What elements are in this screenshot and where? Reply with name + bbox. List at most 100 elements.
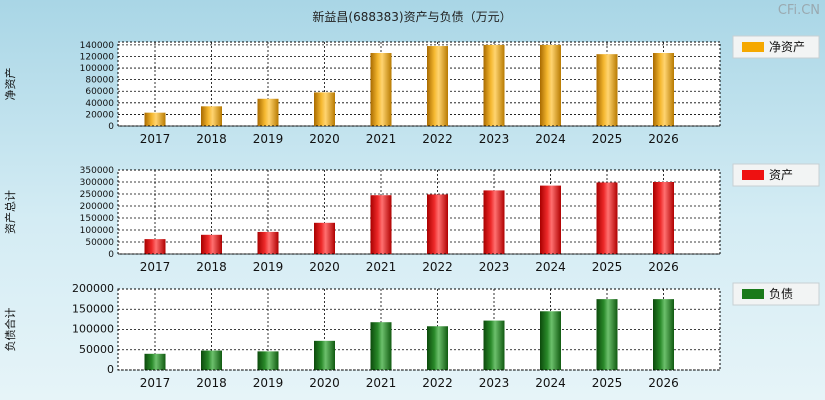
bar-2026 bbox=[653, 53, 674, 126]
bar-2021 bbox=[370, 53, 392, 126]
x-tick-label: 2026 bbox=[648, 260, 679, 274]
x-tick-label: 2023 bbox=[479, 132, 510, 146]
x-tick-label: 2017 bbox=[140, 376, 171, 390]
y-tick-label: 50000 bbox=[79, 343, 114, 356]
y-tick-label: 120000 bbox=[80, 52, 115, 62]
bar-2023 bbox=[483, 320, 505, 370]
y-tick-label: 60000 bbox=[85, 87, 114, 97]
bar-2020 bbox=[314, 340, 335, 370]
plot-frame bbox=[117, 169, 721, 255]
x-tick-label: 2020 bbox=[309, 260, 340, 274]
x-tick-label: 2021 bbox=[366, 132, 397, 146]
x-tick-label: 2018 bbox=[196, 376, 227, 390]
y-tick-label: 100000 bbox=[80, 64, 115, 74]
chart-title: 新益昌(688383)资产与负债（万元） bbox=[312, 9, 511, 24]
chart-panel-3: 0 50000 100000 150000 200000 2017 2018 2019 2020… bbox=[3, 282, 820, 390]
x-tick-label: 2022 bbox=[422, 376, 453, 390]
y-tick-label: 250000 bbox=[80, 190, 115, 200]
x-tick-label: 2022 bbox=[422, 132, 453, 146]
chart-panel-2: 0 50000 100000 150000 200000 250000 300000 3500… bbox=[3, 163, 820, 274]
y-tick-label: 100000 bbox=[80, 226, 115, 236]
y-axis-label: 净资产 bbox=[3, 68, 17, 101]
bar-2021 bbox=[370, 195, 392, 254]
x-tick-label: 2024 bbox=[535, 376, 566, 390]
y-tick-label: 0 bbox=[107, 363, 114, 376]
bar-2025 bbox=[596, 182, 618, 254]
x-tick-label: 2025 bbox=[592, 376, 623, 390]
y-tick-label: 150000 bbox=[72, 302, 114, 315]
bar-2019 bbox=[257, 351, 279, 370]
bar-2025 bbox=[596, 54, 618, 127]
x-tick-label: 2022 bbox=[422, 260, 453, 274]
y-tick-label: 40000 bbox=[85, 99, 114, 109]
bar-2022 bbox=[427, 46, 448, 126]
y-axis-label: 资产总计 bbox=[3, 190, 17, 234]
y-tick-label: 350000 bbox=[80, 166, 115, 176]
bar-2020 bbox=[314, 222, 335, 254]
x-tick-label: 2018 bbox=[196, 260, 227, 274]
y-tick-label: 0 bbox=[108, 122, 114, 132]
bar-2017 bbox=[144, 239, 166, 254]
x-tick-label: 2026 bbox=[648, 376, 679, 390]
x-tick-label: 2021 bbox=[366, 260, 397, 274]
legend-label: 资产 bbox=[769, 168, 793, 182]
legend-label: 负债 bbox=[769, 287, 793, 301]
x-tick-label: 2024 bbox=[535, 132, 566, 146]
x-tick-label: 2025 bbox=[592, 260, 623, 274]
watermark: CFi.CN bbox=[778, 3, 820, 18]
plot-frame bbox=[117, 288, 721, 371]
y-axis-label: 负债合计 bbox=[3, 308, 17, 352]
x-tick-label: 2019 bbox=[253, 132, 284, 146]
bar-2024 bbox=[540, 185, 561, 254]
plot-frame bbox=[117, 41, 721, 127]
bar-2017 bbox=[144, 353, 166, 370]
bar-2018 bbox=[201, 106, 222, 126]
x-tick-label: 2020 bbox=[309, 376, 340, 390]
y-tick-label: 150000 bbox=[80, 214, 115, 224]
legend-box bbox=[732, 282, 820, 306]
y-tick-label: 20000 bbox=[85, 110, 114, 120]
legend-swatch bbox=[742, 289, 764, 299]
legend-label: 净资产 bbox=[769, 40, 805, 54]
bar-2026 bbox=[653, 182, 674, 254]
y-tick-label: 140000 bbox=[80, 41, 115, 51]
bar-2025 bbox=[596, 299, 618, 370]
bar-2024 bbox=[540, 311, 561, 370]
legend-swatch bbox=[742, 42, 764, 52]
x-tick-label: 2025 bbox=[592, 132, 623, 146]
bar-2018 bbox=[201, 350, 222, 370]
bar-2024 bbox=[540, 44, 561, 126]
y-tick-label: 50000 bbox=[85, 238, 114, 248]
bar-2020 bbox=[314, 92, 335, 126]
y-tick-label: 200000 bbox=[80, 202, 115, 212]
x-tick-label: 2017 bbox=[140, 260, 171, 274]
bar-2018 bbox=[201, 234, 222, 254]
y-tick-label: 300000 bbox=[80, 178, 115, 188]
y-tick-label: 80000 bbox=[85, 76, 114, 86]
x-tick-label: 2020 bbox=[309, 132, 340, 146]
bar-2022 bbox=[427, 326, 448, 370]
y-tick-label: 0 bbox=[108, 250, 114, 260]
bar-2019 bbox=[257, 98, 279, 126]
x-tick-label: 2026 bbox=[648, 132, 679, 146]
x-tick-label: 2019 bbox=[253, 260, 284, 274]
bar-2023 bbox=[483, 190, 505, 254]
x-tick-label: 2019 bbox=[253, 376, 284, 390]
x-tick-label: 2018 bbox=[196, 132, 227, 146]
y-tick-label: 200000 bbox=[72, 282, 114, 295]
x-tick-label: 2024 bbox=[535, 260, 566, 274]
bar-2019 bbox=[257, 231, 279, 254]
legend-swatch bbox=[742, 170, 764, 180]
legend-box bbox=[732, 163, 820, 187]
x-tick-label: 2023 bbox=[479, 260, 510, 274]
x-tick-label: 2023 bbox=[479, 376, 510, 390]
x-tick-label: 2017 bbox=[140, 132, 171, 146]
bar-2023 bbox=[483, 44, 505, 126]
bar-2026 bbox=[653, 299, 674, 370]
x-tick-label: 2021 bbox=[366, 376, 397, 390]
y-tick-label: 100000 bbox=[72, 323, 114, 336]
bar-2017 bbox=[144, 112, 166, 126]
bar-2021 bbox=[370, 322, 392, 370]
